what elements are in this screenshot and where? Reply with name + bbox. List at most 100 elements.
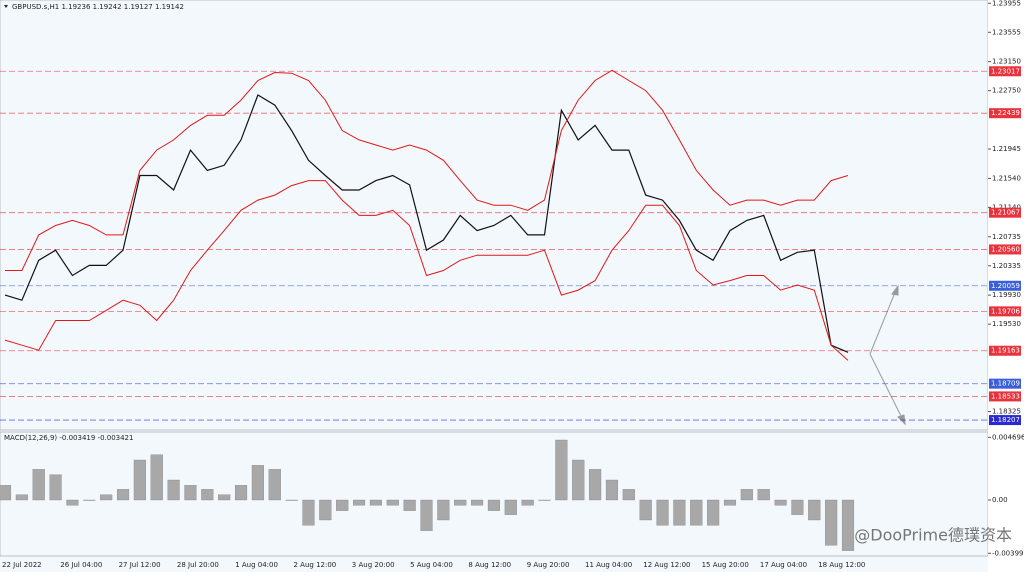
macd-bar [386,499,399,506]
y-tick-label: 1.21945 [992,145,1021,153]
level-label: 1.22439 [991,109,1020,117]
macd-bar [133,459,146,501]
level-label: 1.19163 [991,347,1020,355]
level-label-box [989,280,1021,291]
x-tick-label: 8 Aug 12:00 [468,561,511,569]
x-tick-label: 9 Aug 20:00 [527,561,570,569]
macd-bar [353,499,366,506]
price-line [4,94,849,353]
y-tick-label: -0.003995 [992,549,1024,557]
macd-bar [757,489,770,501]
x-tick-label: 22 Jul 2022 [2,561,42,569]
x-tick-label: 26 Jul 04:00 [60,561,102,569]
macd-bar [201,489,214,501]
macd-bar [336,499,349,511]
macd-title: MACD(12,26,9) -0.003419 -0.003421 [4,434,133,442]
macd-bar [673,499,686,526]
level-label: 1.23017 [991,67,1020,75]
macd-bar [487,499,500,511]
x-tick-label: 5 Aug 04:00 [410,561,453,569]
macd-bar [218,494,231,501]
chart-title: GBPUSD.s,H1 1.19236 1.19242 1.19127 1.19… [12,3,184,11]
macd-bar [437,499,450,521]
macd-bar [521,499,534,506]
x-tick-label: 11 Aug 04:00 [585,561,632,569]
x-tick-label: 28 Jul 20:00 [177,561,219,569]
y-tick-label: 1.21540 [992,174,1021,182]
macd-bar [184,485,197,501]
level-label: 1.20059 [991,282,1020,290]
macd-bar [825,499,838,546]
macd-bar [302,499,315,526]
macd-bar [150,454,163,501]
macd-bar [707,499,720,526]
macd-bar [15,494,28,501]
x-tick-label: 15 Aug 20:00 [702,561,749,569]
macd-panel [0,431,989,557]
y-tick-label: 1.22750 [992,87,1021,95]
level-label: 1.18533 [991,392,1020,400]
x-tick-label: 17 Aug 04:00 [760,561,807,569]
y-tick-label: 1.19930 [992,291,1021,299]
macd-bar [572,459,585,501]
macd-bar [66,499,79,506]
macd-bar [454,499,467,506]
macd-bar [403,499,416,511]
macd-bar [639,499,652,521]
macd-bar [0,485,12,501]
macd-bar [268,469,281,501]
x-tick-label: 1 Aug 04:00 [235,561,278,569]
level-label-box [989,108,1021,119]
macd-bar [504,499,517,515]
macd-bar [32,469,45,501]
y-tick-label: 1.21140 [992,203,1021,211]
macd-bar [538,499,551,501]
y-tick-label: 0.00 [992,496,1008,504]
level-label-box [989,306,1021,317]
macd-bar [285,499,298,501]
level-label: 1.20560 [991,245,1020,253]
level-label-box [989,415,1021,426]
band-line [5,69,849,271]
macd-bar [605,479,619,501]
macd-bar [234,485,248,501]
level-label: 1.18709 [991,380,1020,388]
y-tick-label: 1.20335 [992,262,1021,270]
watermark: @DooPrime德璞资本 [854,526,1012,545]
y-tick-label: 1.20735 [992,233,1021,241]
macd-bar [167,479,180,501]
level-label: 1.19706 [991,307,1020,315]
y-tick-label: 1.23955 [992,0,1021,7]
level-label-box [989,207,1021,218]
level-label: 1.18207 [991,416,1020,424]
x-tick-label: 3 Aug 20:00 [352,561,395,569]
macd-bar [319,499,332,521]
macd-bar [83,499,96,501]
macd-bar [589,469,602,501]
macd-bar [622,489,635,501]
x-tick-label: 18 Aug 12:00 [818,561,865,569]
level-label-box [989,66,1021,77]
macd-bar [555,439,568,501]
y-tick-label: 1.18325 [992,408,1021,416]
macd-bar [251,465,264,501]
macd-bar [774,499,787,506]
price-panel [0,0,989,431]
level-label: 1.21067 [991,209,1020,217]
macd-bar [808,499,821,521]
level-label-box [989,391,1021,402]
band-line [4,180,849,361]
macd-bar [100,494,113,501]
x-tick-label: 2 Aug 12:00 [294,561,337,569]
y-tick-label: 1.23150 [992,58,1021,66]
x-tick-label: 12 Aug 12:00 [643,561,690,569]
macd-bar [841,499,855,551]
projection-arrows [869,284,906,426]
macd-bar [420,499,433,531]
macd-bar [49,474,62,501]
macd-bar [369,499,382,506]
level-label-box [989,345,1021,356]
level-label-box [989,244,1021,255]
